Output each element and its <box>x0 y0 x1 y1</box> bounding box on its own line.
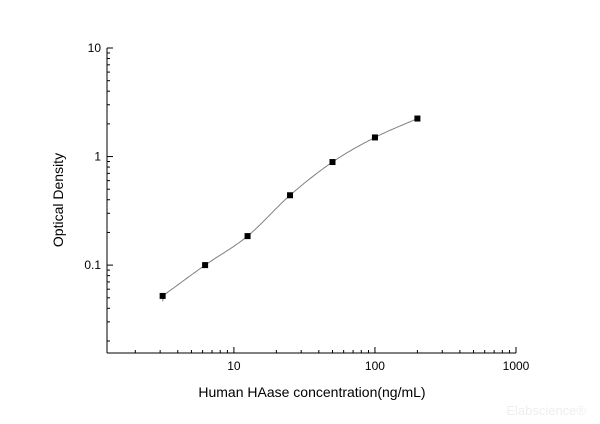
y-axis-label: Optical Density <box>50 153 66 247</box>
x-tick-label: 10 <box>227 359 241 373</box>
watermark: Elabscience® <box>506 403 586 418</box>
data-point <box>202 262 209 269</box>
fit-curve <box>162 118 418 302</box>
data-points <box>159 115 421 299</box>
data-point <box>159 292 166 299</box>
data-point <box>329 159 336 166</box>
data-point <box>244 233 251 240</box>
data-point <box>414 115 421 122</box>
axes: 10 100 1000 0.1 1 10 <box>84 41 529 373</box>
y-tick-label: 0.1 <box>84 258 101 272</box>
x-tick-label: 1000 <box>503 359 530 373</box>
y-tick-label: 1 <box>94 150 101 164</box>
y-tick-label: 10 <box>88 41 102 55</box>
data-point <box>371 134 378 141</box>
x-axis-label: Human HAase concentration(ng/mL) <box>198 384 425 400</box>
data-point <box>287 192 294 199</box>
x-tick-label: 100 <box>365 359 385 373</box>
